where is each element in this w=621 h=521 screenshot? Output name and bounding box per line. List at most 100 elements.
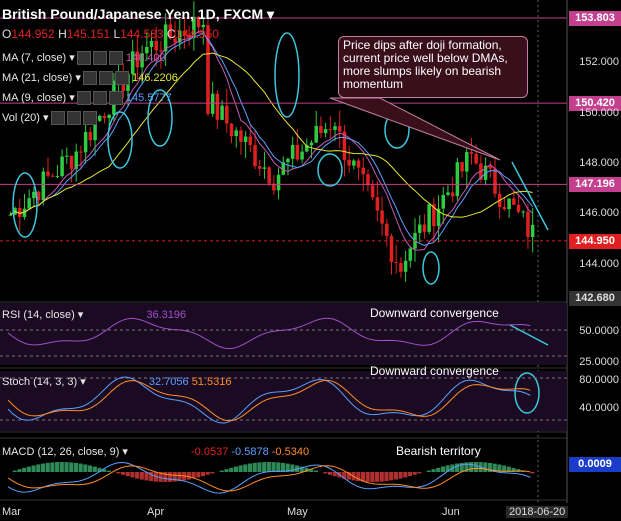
macd-histogram-bar (342, 472, 347, 479)
ma9-label: MA (9, close) (2, 92, 67, 104)
macd-histogram-bar (229, 467, 234, 472)
macd-histogram-bar (64, 462, 69, 472)
vol-legend[interactable]: Vol (20) ▾ (2, 111, 97, 126)
macd-histogram-bar (78, 463, 83, 472)
gear-icon[interactable] (66, 111, 81, 126)
macd-histogram-bar (144, 472, 149, 481)
close-value: 144.950 (175, 27, 219, 41)
candle-body (385, 223, 389, 237)
macd-axis-label: 0.0009 (569, 457, 621, 472)
ma9-legend[interactable]: MA (9, close) ▾ 145.5777 (2, 91, 172, 106)
candle-body (88, 131, 93, 141)
chart-title-text: British Pound/Japanese Yen, 1D, FXCM (2, 6, 264, 22)
candle-body (502, 207, 507, 210)
ma21-label: MA (21, close) (2, 72, 73, 84)
close-icon[interactable] (108, 91, 123, 106)
macd-histogram-bar (130, 472, 135, 478)
candle-body (516, 204, 521, 212)
high-value: 145.151 (66, 27, 111, 41)
macd-histogram-bar (370, 472, 375, 482)
macd-histogram-bar (50, 462, 55, 472)
macd-histogram-bar (276, 462, 281, 472)
macd-label: MACD (12, 26, close, 9) (2, 446, 120, 458)
high-label: H (58, 27, 67, 41)
candle-body (135, 51, 140, 68)
macd-histogram-bar (299, 466, 304, 472)
macd-histogram-bar (97, 467, 102, 472)
macd-histogram-bar (304, 467, 309, 472)
candle-body (276, 174, 281, 191)
candle-body (177, 30, 182, 43)
candle-body (507, 198, 511, 210)
ma7-line (10, 31, 533, 251)
stoch-d-line (7, 379, 531, 422)
candle-body (262, 167, 267, 169)
macd-histogram-bar (167, 472, 173, 482)
ohlc-readout: O144.952 H145.151 L144.583 C144.950 (2, 27, 219, 41)
eye-icon[interactable] (50, 111, 65, 126)
eye-icon[interactable] (76, 51, 91, 66)
gear-icon[interactable] (98, 71, 113, 86)
candle-body (168, 24, 173, 39)
eye-icon[interactable] (82, 71, 97, 86)
oscillator-tick: 50.0000 (579, 325, 619, 337)
candle-body (74, 151, 78, 169)
macd-histogram-bar (290, 464, 295, 472)
gear-icon[interactable] (92, 91, 107, 106)
ma7-label: MA (7, close) (2, 52, 67, 64)
close-icon[interactable] (82, 111, 97, 126)
x-label-mar: Mar (2, 506, 21, 518)
stoch-legend[interactable]: Stoch (14, 3, 3) ▾ 32.7056 51.5316 (2, 376, 232, 388)
highlight-circle (107, 111, 133, 169)
gear-icon[interactable] (92, 51, 107, 66)
macd-hist-value: -0.0537 (191, 446, 229, 458)
eye-icon[interactable] (76, 91, 91, 106)
candle-body (441, 194, 445, 209)
ma7-legend[interactable]: MA (7, close) ▾ 146.400 (2, 51, 166, 66)
macd-histogram-bar (313, 470, 318, 472)
macd-note: Bearish territory (396, 444, 481, 458)
macd-histogram-bar (403, 472, 408, 478)
macd-histogram-bar (285, 463, 290, 472)
macd-histogram-bar (389, 472, 394, 481)
candle-body (361, 167, 366, 175)
chevron-down-icon[interactable]: ▾ (267, 6, 275, 22)
macd-histogram-bar (59, 462, 64, 472)
close-icon[interactable] (114, 71, 129, 86)
rsi-line (7, 317, 531, 350)
macd-histogram-bar (210, 472, 215, 474)
macd-histogram-bar (487, 462, 493, 472)
ma21-legend[interactable]: MA (21, close) ▾ 146.2206 (2, 71, 178, 86)
candle-body (488, 165, 493, 169)
candle-body (192, 16, 196, 38)
candle-body (201, 24, 206, 28)
close-icon[interactable] (108, 51, 123, 66)
macd-legend[interactable]: MACD (12, 26, close, 9) ▾ -0.0537 -0.587… (2, 446, 310, 458)
candle-body (239, 130, 243, 142)
price-level-label: 144.950 (569, 233, 621, 249)
candle-body (229, 123, 234, 137)
close-label: C (166, 27, 176, 41)
candle-body (356, 160, 361, 168)
macd-histogram-bar (431, 469, 436, 472)
macd-histogram-bar (323, 472, 328, 474)
grid (0, 0, 568, 503)
highlight-circle (514, 372, 540, 414)
candle-body (319, 125, 323, 134)
highlight-circle (12, 172, 38, 238)
candle-body (530, 224, 535, 237)
candle-body (187, 34, 191, 38)
macd-histogram-bar (464, 462, 469, 472)
candle-body (342, 131, 347, 160)
candle-body (22, 208, 27, 218)
candle-body (366, 174, 370, 186)
price-tick: 152.000 (579, 56, 619, 69)
macd-histogram-bar (102, 469, 107, 472)
rsi-legend[interactable]: RSI (14, close) ▾ 36.3196 (2, 309, 187, 321)
stoch-k-value: 32.7056 (148, 376, 189, 388)
macd-histogram-bar (262, 462, 267, 472)
chart-title[interactable]: British Pound/Japanese Yen, 1D, FXCM ▾ (2, 6, 274, 23)
trend-arrow (511, 161, 549, 231)
macd-histogram-bar (177, 472, 182, 482)
